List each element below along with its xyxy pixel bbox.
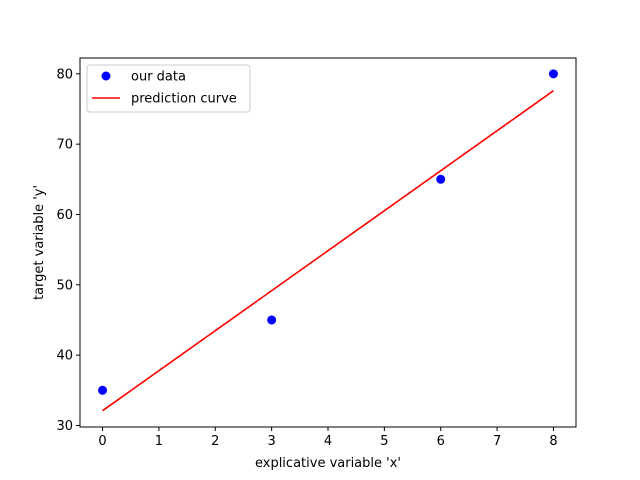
x-tick-label: 6 (437, 434, 445, 449)
y-tick-label: 50 (56, 278, 73, 293)
x-axis-label: explicative variable 'x' (255, 456, 401, 471)
y-axis-label: target variable 'y' (32, 185, 47, 300)
y-axis: 30 40 50 60 70 80 (56, 67, 80, 434)
legend-entry-prediction-curve: prediction curve (131, 92, 237, 107)
x-tick-label: 8 (549, 434, 557, 449)
x-tick-label: 7 (493, 434, 501, 449)
legend-entry-our-data: our data (131, 70, 186, 85)
legend: our data prediction curve (86, 64, 251, 113)
x-tick-label: 5 (380, 434, 388, 449)
plot-area (98, 69, 558, 412)
prediction-curve-line (102, 90, 554, 412)
x-tick-label: 1 (155, 434, 163, 449)
legend-box (86, 64, 251, 113)
x-axis: 0 1 2 3 4 5 6 7 8 (98, 427, 558, 449)
x-tick-label: 3 (267, 434, 275, 449)
data-point (436, 174, 446, 184)
y-tick-label: 60 (56, 208, 73, 223)
x-tick-label: 2 (211, 434, 219, 449)
legend-marker-our-data (101, 71, 111, 81)
x-tick-label: 4 (324, 434, 332, 449)
y-tick-label: 70 (56, 138, 73, 153)
y-tick-label: 30 (56, 419, 73, 434)
axes-frame (79, 57, 577, 428)
x-tick-label: 0 (98, 434, 106, 449)
data-point (548, 69, 558, 79)
data-point (267, 315, 277, 325)
y-tick-label: 40 (56, 349, 73, 364)
data-point (98, 385, 108, 395)
y-tick-label: 80 (56, 67, 73, 82)
